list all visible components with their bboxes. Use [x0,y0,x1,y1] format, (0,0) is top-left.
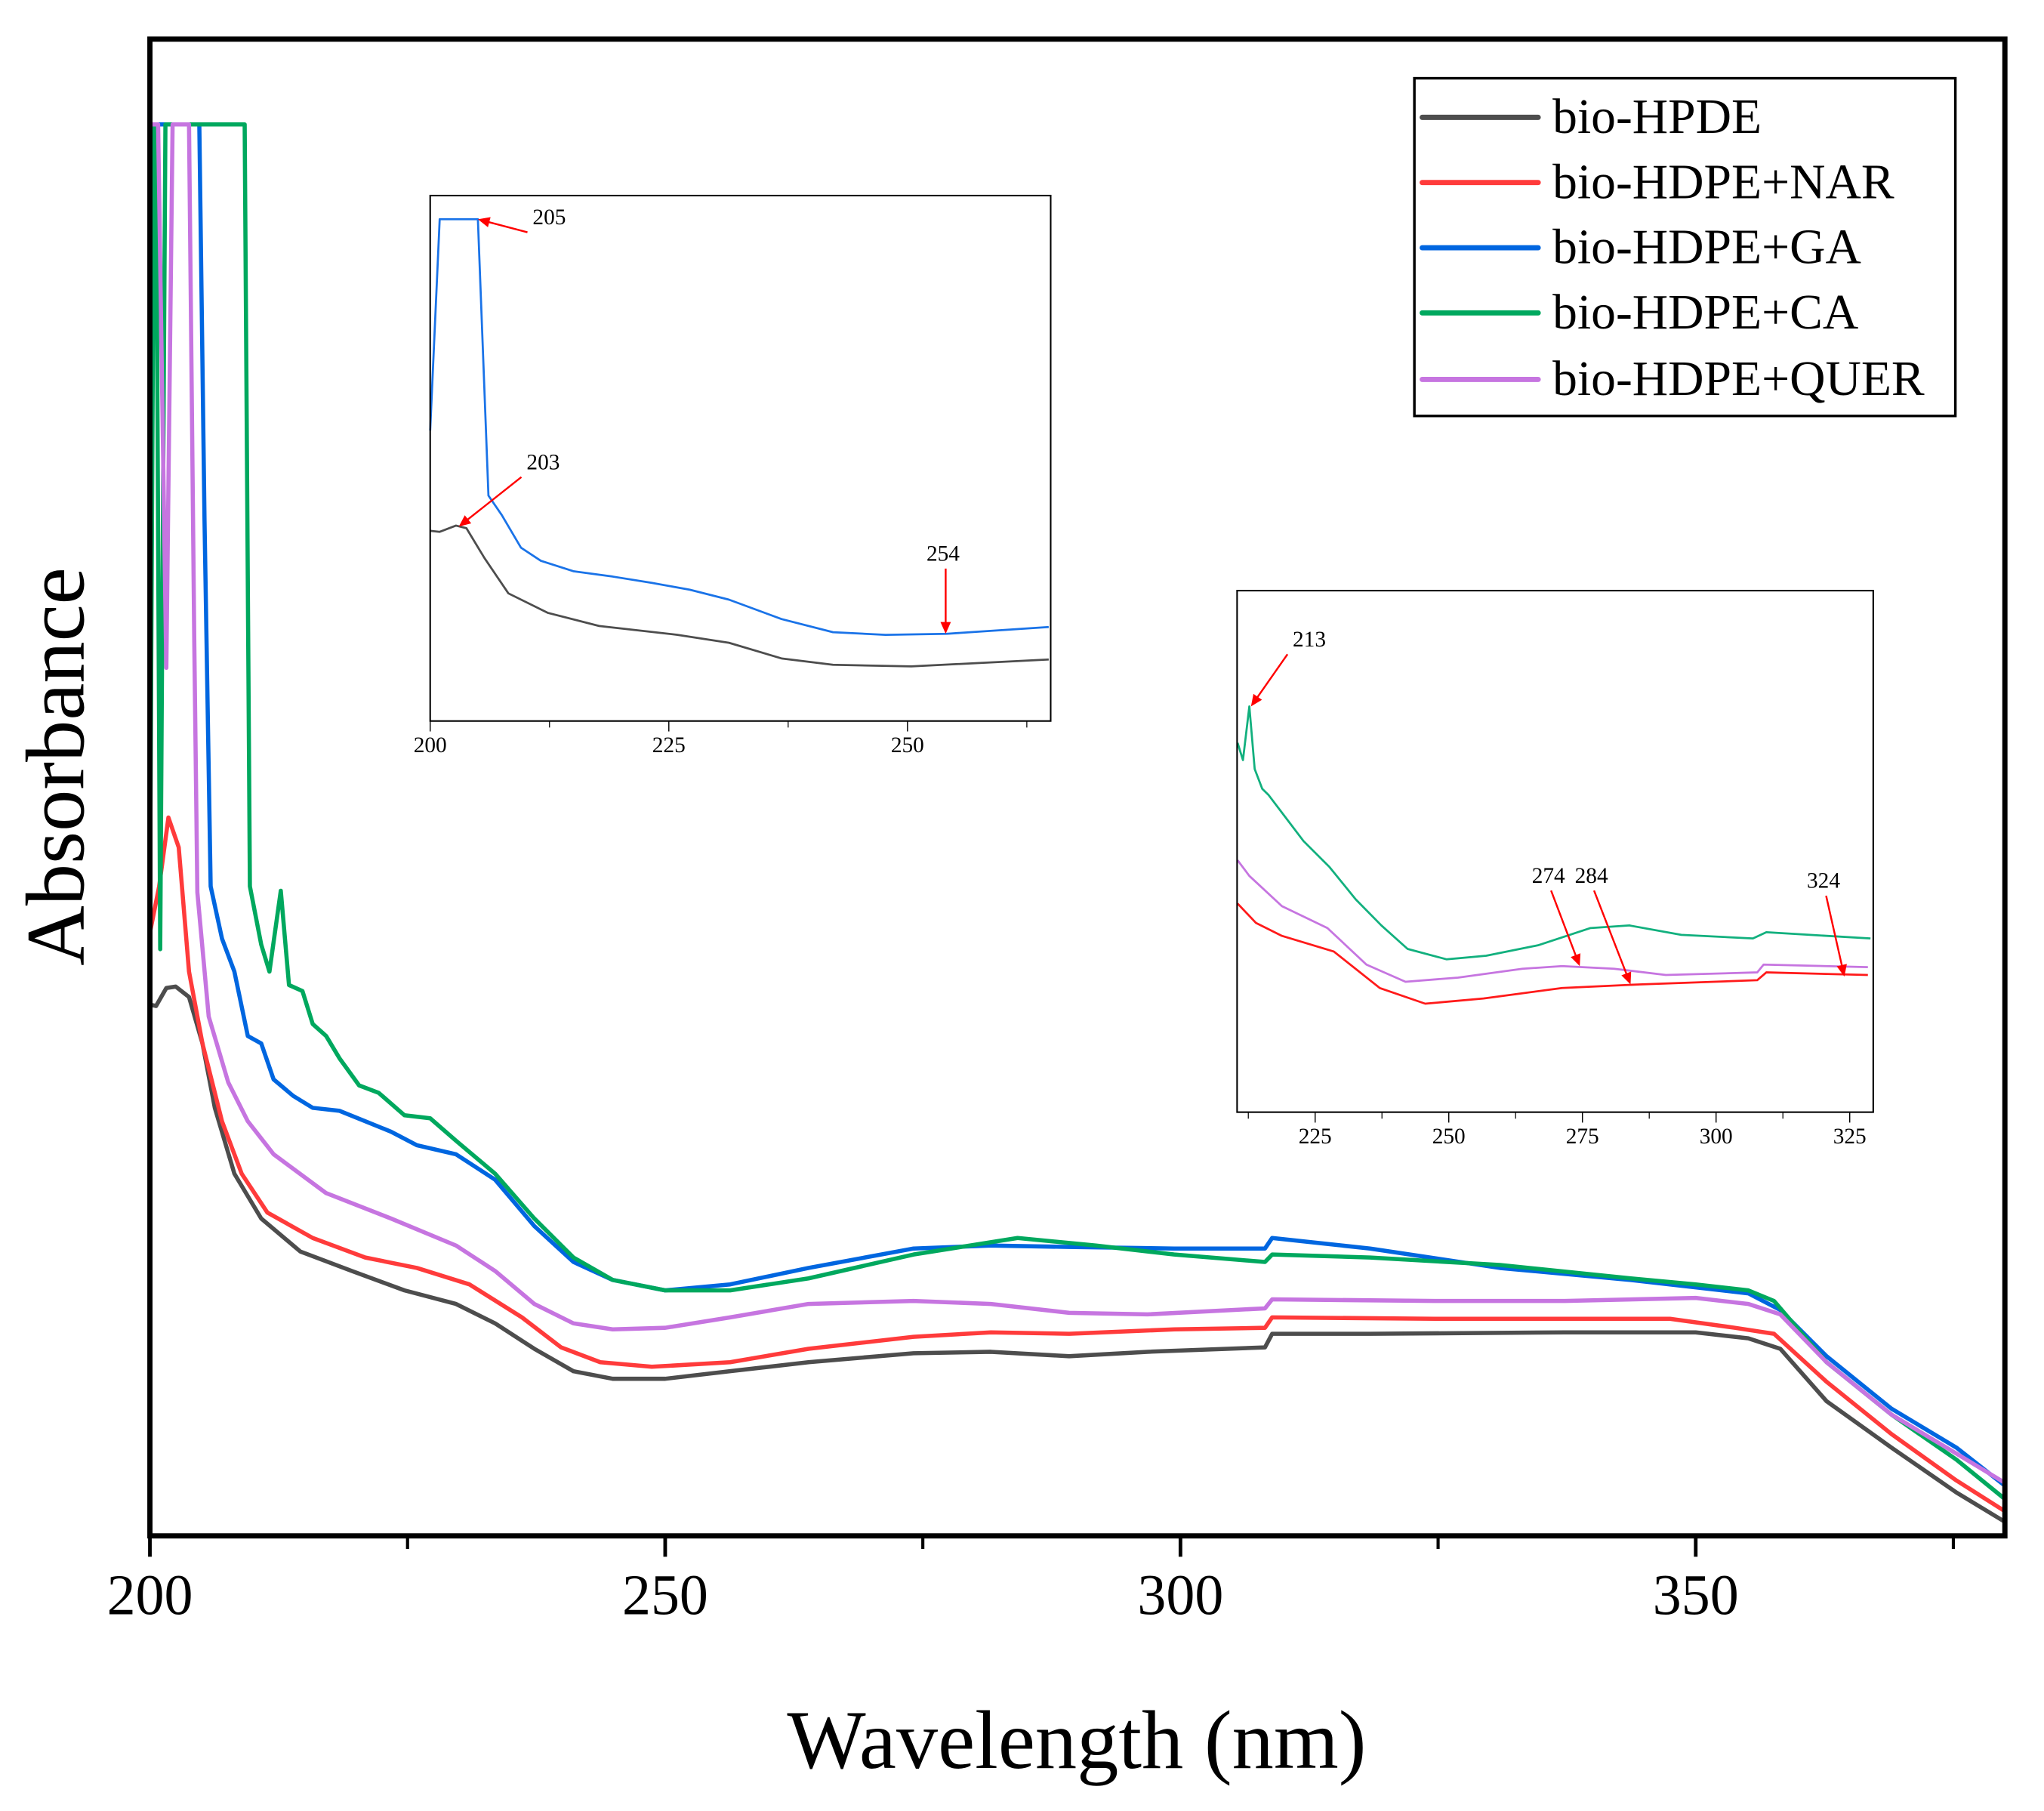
series-line-bio-hpde [430,524,1049,668]
annotation-arrowhead-icon [1571,953,1581,967]
series-line-bio-hdpe-quer [1236,859,1868,983]
annotation-arrowhead-icon [477,217,491,227]
inset-chart-2: 225 250 275 300 325 213 274 284 324 [1236,590,1874,1149]
annotation-label: 254 [926,542,960,566]
legend: bio-HPDE bio-HDPE+NAR bio-HDPE+GA bio-HD… [1413,76,1957,418]
annotation-arrow [1825,895,1844,970]
annotation-label: 274 [1532,864,1565,888]
legend-item: bio-HDPE+QUER [1420,352,1925,406]
series-line-bio-hpde [149,984,2008,1525]
legend-item: bio-HDPE+NAR [1420,155,1894,209]
y-axis-title: Absorbance [9,567,101,966]
annotation-arrowhead-icon [1621,971,1632,985]
series-line-bio-hdpe-ca [1236,705,1871,961]
inset-chart-1: 200 225 250 205 203 254 [414,194,1052,757]
main-plot-axes: 200 250 300 350 [107,36,2008,1627]
x-tick-label: 200 [107,1563,193,1627]
annotation-arrowhead-icon [1836,964,1847,977]
plot-frame [1236,590,1874,1113]
x-tick-label: 300 [1137,1563,1223,1627]
annotation-arrow [464,476,523,523]
annotation-arrow [485,220,528,233]
plot-frame [147,36,2008,1539]
x-axis-title: Wavelength (nm) [787,1694,1366,1786]
legend-label: bio-HDPE+NAR [1552,155,1894,209]
annotation-arrowhead-icon [1250,693,1262,707]
series-line-bio-hdpe-quer [150,122,2008,1486]
series-line-bio-hdpe-nar [1237,902,1868,1005]
legend-label: bio-HDPE+CA [1552,285,1858,340]
x-tick-label: 200 [414,733,447,757]
annotation-arrow [1550,890,1578,960]
legend-item: bio-HPDE [1420,90,1762,144]
x-tick-label: 250 [622,1563,708,1627]
annotation-label: 205 [532,205,566,230]
x-tick-label: 350 [1653,1563,1739,1627]
series-line-bio-hdpe-ga [429,218,1049,636]
legend-label: bio-HPDE [1552,90,1762,144]
x-tick-label: 225 [1299,1125,1332,1149]
x-tick-label: 250 [891,733,924,757]
annotation-arrowhead-icon [940,622,951,634]
plot-frame [429,194,1052,722]
x-tick-label: 225 [652,733,686,757]
series-line-bio-hdpe-ca [147,122,2008,1502]
main-plot-series [147,122,2008,1525]
annotation-label: 213 [1293,628,1326,652]
annotation-arrow [1592,890,1629,978]
annotation-label: 284 [1575,864,1608,888]
annotation-label: 203 [526,450,560,474]
annotation-arrowhead-icon [458,515,472,527]
series-line-bio-hdpe-nar [147,815,2008,1514]
annotation-arrow [1254,653,1289,701]
legend-item: bio-HDPE+CA [1420,285,1858,340]
legend-label: bio-HDPE+QUER [1552,352,1925,406]
inset-background [430,195,1051,721]
inset-background [1237,591,1873,1112]
annotation-label: 324 [1807,869,1840,893]
legend-label: bio-HDPE+GA [1552,221,1861,275]
legend-item: bio-HDPE+GA [1420,221,1861,275]
x-tick-label: 250 [1432,1125,1466,1149]
x-tick-label: 300 [1700,1125,1733,1149]
x-tick-label: 325 [1833,1125,1867,1149]
x-tick-label: 275 [1566,1125,1599,1149]
